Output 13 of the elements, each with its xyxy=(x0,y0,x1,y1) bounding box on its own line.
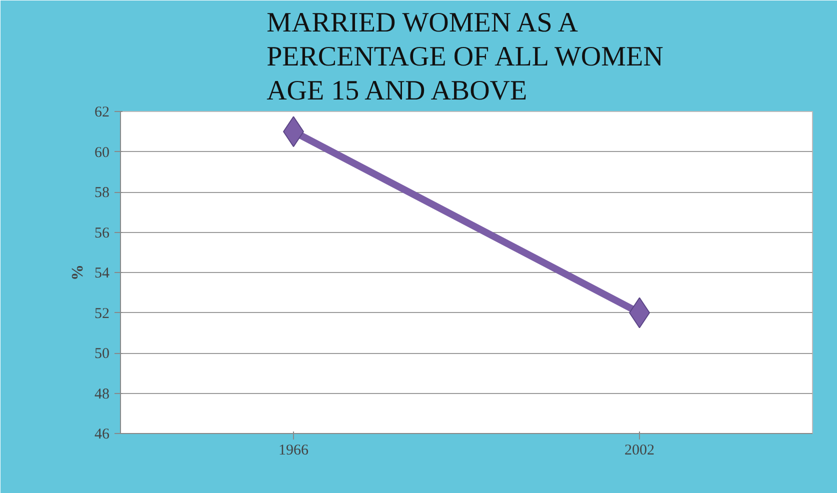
x-tick-label: 1966 xyxy=(278,442,309,458)
chart-title: MARRIED WOMEN AS A PERCENTAGE OF ALL WOMEN AGE 15 AND ABOVE xyxy=(266,7,664,106)
y-tick-label: 56 xyxy=(94,225,110,242)
y-tick-label: 54 xyxy=(94,266,110,282)
y-axis-title: % xyxy=(70,264,86,280)
y-tick-label: 46 xyxy=(94,426,110,442)
y-tick-label: 50 xyxy=(94,346,110,362)
y-tick-label: 52 xyxy=(94,306,110,322)
y-tick-label: 60 xyxy=(94,144,110,161)
x-tick-label: 2002 xyxy=(624,442,654,458)
y-tick-label: 62 xyxy=(94,104,110,120)
y-tick-label: 58 xyxy=(94,185,110,201)
y-tick-label: 48 xyxy=(94,386,110,402)
